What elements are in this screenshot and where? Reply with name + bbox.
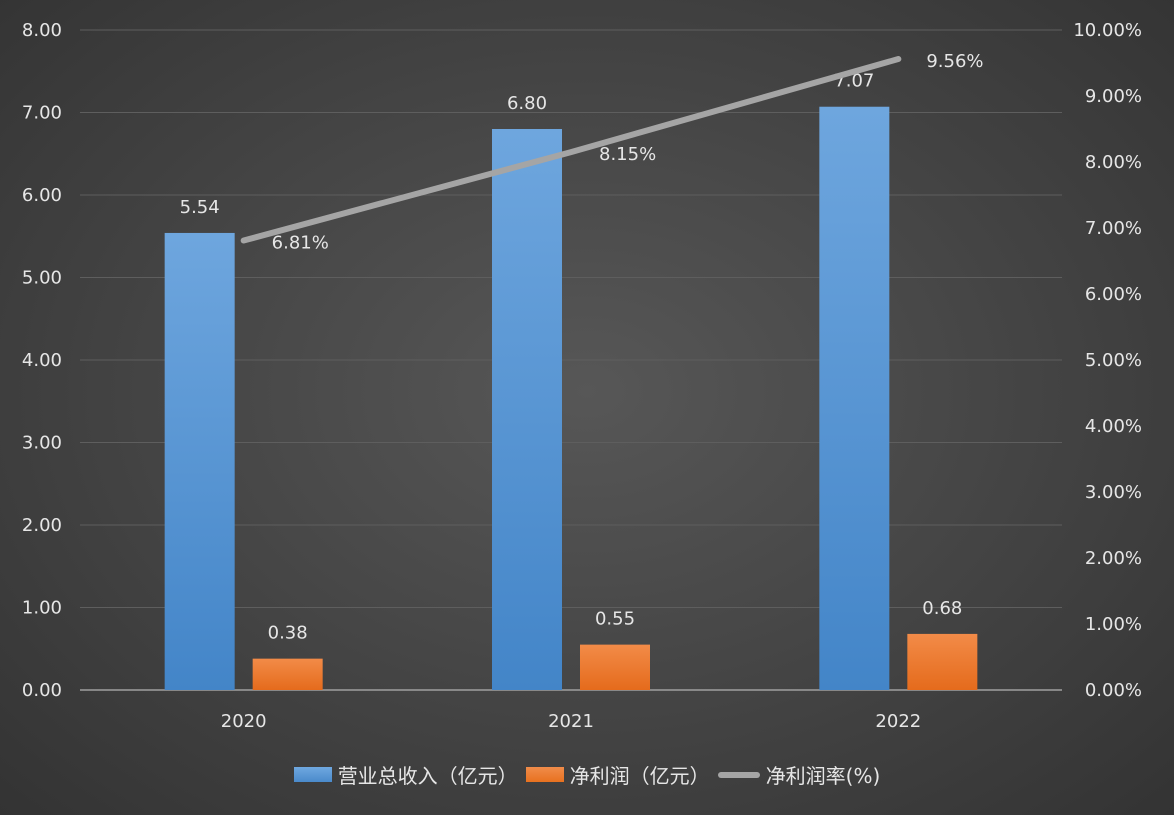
left-axis-tick: 2.00 <box>22 515 62 536</box>
x-axis-tick: 2021 <box>548 711 594 732</box>
left-axis-tick: 5.00 <box>22 268 62 289</box>
net-margin-line <box>240 56 902 244</box>
revenue-bar-label: 6.80 <box>507 93 547 114</box>
right-axis-tick: 0.00% <box>1085 680 1142 701</box>
right-axis-tick: 9.00% <box>1085 86 1142 107</box>
net-profit-bar-label: 0.55 <box>595 609 635 630</box>
right-axis-tick: 4.00% <box>1085 416 1142 437</box>
legend-swatch-net-profit <box>525 767 564 782</box>
net-profit-bar <box>252 658 323 690</box>
revenue-bar <box>492 129 562 690</box>
revenue-bar <box>164 232 235 690</box>
legend-label-revenue: 营业总收入（亿元） <box>337 764 518 788</box>
right-axis-tick: 6.00% <box>1085 284 1142 305</box>
x-axis-tick: 2022 <box>875 711 921 732</box>
revenue-bar-label: 5.54 <box>180 197 220 218</box>
left-axis-tick: 6.00 <box>22 185 62 206</box>
right-axis-tick: 8.00% <box>1085 152 1142 173</box>
net-margin-label: 9.56% <box>926 51 983 72</box>
right-axis-tick: 1.00% <box>1085 614 1142 635</box>
right-axis-tick: 10.00% <box>1073 20 1142 41</box>
legend-item-net-margin: 净利润率(%) <box>717 760 881 789</box>
net-profit-bar-label: 0.38 <box>268 623 308 644</box>
net-profit-bar <box>580 644 650 690</box>
legend: 营业总收入（亿元） 净利润（亿元） 净利润率(%) <box>0 760 1174 789</box>
legend-item-net-profit: 净利润（亿元） <box>525 760 710 789</box>
left-axis-tick: 7.00 <box>22 103 62 124</box>
right-axis-tick: 7.00% <box>1085 218 1142 239</box>
right-axis-tick: 3.00% <box>1085 482 1142 503</box>
legend-label-net-profit: 净利润（亿元） <box>569 764 710 788</box>
right-axis-tick: 2.00% <box>1085 548 1142 569</box>
legend-line-net-margin <box>717 771 760 778</box>
legend-label-net-margin: 净利润率(%) <box>765 764 881 788</box>
net-margin-label: 6.81% <box>272 233 329 254</box>
legend-item-revenue: 营业总收入（亿元） <box>293 760 518 789</box>
x-axis-tick: 2020 <box>221 711 267 732</box>
net-profit-bar-label: 0.68 <box>922 598 962 619</box>
right-axis-tick: 5.00% <box>1085 350 1142 371</box>
legend-swatch-revenue <box>293 767 332 782</box>
revenue-bar <box>819 106 890 691</box>
left-axis-tick: 4.00 <box>22 350 62 371</box>
net-margin-label: 8.15% <box>599 144 656 165</box>
left-axis-tick: 1.00 <box>22 598 62 619</box>
left-axis-tick: 0.00 <box>22 680 62 701</box>
left-axis-tick: 3.00 <box>22 433 62 454</box>
net-profit-bar <box>907 633 978 690</box>
left-axis-tick: 8.00 <box>22 20 62 41</box>
